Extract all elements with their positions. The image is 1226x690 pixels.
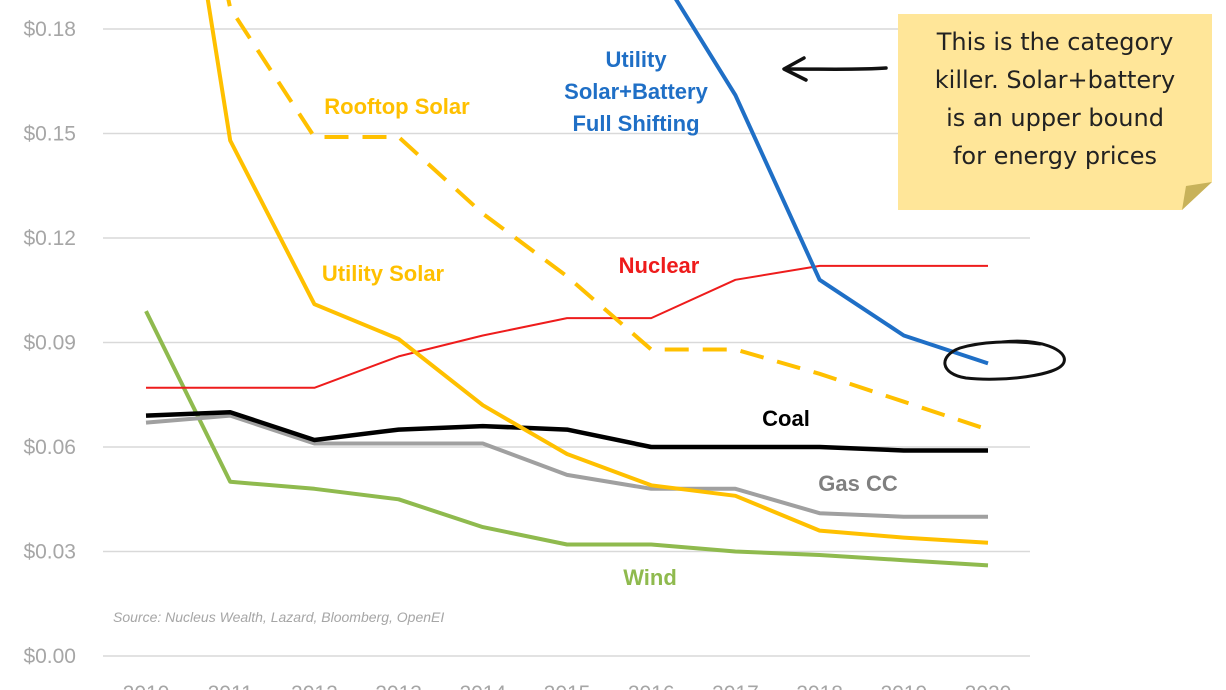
series-line-coal — [145, 409, 988, 453]
y-tick-label: $0.03 — [23, 541, 76, 564]
x-tick-label: 2016 — [628, 682, 675, 690]
series-labels: Rooftop Solar Utility Solar Nuclear Coal Gas… — [322, 47, 898, 590]
series-label-wind: Wind — [623, 565, 677, 590]
x-tick-label: 2017 — [712, 682, 759, 690]
source-note: Source: Nucleus Wealth, Lazard, Bloomber… — [113, 609, 444, 625]
x-axis-ticks: 2010 2011 2012 2013 2014 2015 2016 2017 2018 2019… — [123, 682, 1012, 690]
x-tick-label: 2012 — [291, 682, 338, 690]
x-tick-label: 2020 — [965, 682, 1012, 690]
x-tick-label: 2014 — [459, 682, 506, 690]
x-tick-label: 2013 — [375, 682, 422, 690]
y-tick-label: $0.15 — [23, 123, 76, 146]
series-line-rooftop-solar — [226, 0, 989, 432]
sticky-note-annotation: This is the category killer. Solar+batter… — [898, 14, 1212, 210]
series-label-gas-cc: Gas CC — [818, 471, 898, 496]
x-tick-label: 2015 — [544, 682, 591, 690]
series-label-rooftop-solar: Rooftop Solar — [324, 94, 470, 119]
gridlines — [103, 28, 1030, 657]
series-line-nuclear — [146, 264, 988, 389]
y-tick-label: $0.12 — [23, 227, 76, 250]
series-line-utility-solar-battery-full-shifting — [674, 0, 989, 366]
y-axis-ticks: $0.00 $0.03 $0.06 $0.09 $0.12 $0.15 $0.18 — [23, 18, 76, 668]
series-line-utility-solar — [205, 0, 989, 545]
y-tick-label: $0.00 — [23, 645, 76, 668]
series-line-wind — [144, 310, 989, 568]
sticky-note-line: is an upper bound — [946, 104, 1164, 132]
series-label-utility-solar-battery-full-shifting: Utility Solar+Battery Full Shifting — [564, 47, 708, 136]
series-lines — [144, 0, 989, 568]
annotation-arrow — [784, 66, 888, 71]
highlight-circle — [943, 339, 1066, 381]
x-tick-label: 2011 — [208, 682, 253, 690]
series-label-utility-solar: Utility Solar — [322, 261, 445, 286]
sticky-note-line: This is the category — [936, 28, 1174, 56]
y-tick-label: $0.09 — [23, 332, 76, 355]
y-tick-label: $0.18 — [23, 18, 76, 41]
annotation-arrowhead — [782, 56, 808, 82]
x-tick-label: 2010 — [123, 682, 170, 690]
series-label-coal: Coal — [762, 406, 810, 431]
series-line-gas-cc — [145, 413, 988, 519]
y-tick-label: $0.06 — [23, 436, 76, 459]
x-tick-label: 2018 — [796, 682, 843, 690]
sticky-note-fold — [1182, 182, 1212, 210]
x-tick-label: 2019 — [880, 682, 927, 690]
sticky-note-body — [898, 14, 1212, 210]
series-label-nuclear: Nuclear — [619, 253, 700, 278]
sticky-note-line: for energy prices — [953, 142, 1157, 170]
sticky-note-line: killer. Solar+battery — [935, 66, 1175, 94]
